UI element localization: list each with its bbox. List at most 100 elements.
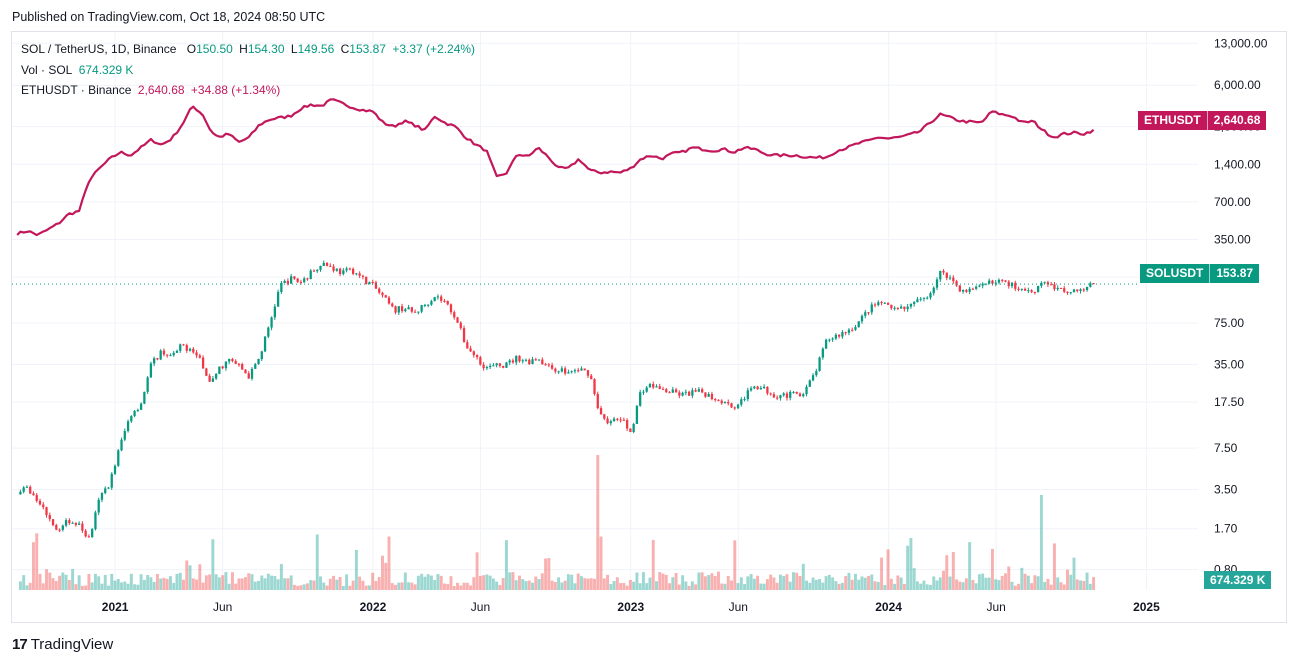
sol-candle-body: [143, 391, 146, 404]
sol-candle-body: [195, 352, 198, 356]
volume-bar: [596, 455, 600, 590]
x-tick-label: Jun: [471, 600, 490, 614]
sol-candle-body: [172, 352, 175, 356]
sol-candle-body: [710, 393, 714, 400]
sol-candle-body: [521, 360, 524, 362]
x-tick-label: 2022: [360, 600, 387, 614]
sol-candle-body: [557, 371, 560, 373]
sol-candle-body: [420, 305, 423, 312]
volume-bar: [948, 576, 952, 590]
volume-bar: [818, 578, 822, 590]
sol-candle-body: [312, 270, 316, 272]
volume-bar: [120, 582, 124, 590]
volume-bar: [341, 585, 345, 590]
volume-bar: [149, 577, 153, 590]
sol-candle-body: [616, 418, 619, 420]
sol-candle-body: [890, 304, 893, 309]
volume-bar: [508, 572, 512, 590]
sol-candle-body: [684, 391, 687, 393]
sol-candle-body: [733, 407, 736, 409]
sol-candle-body: [857, 321, 860, 328]
volume-bar: [136, 584, 140, 590]
sol-candle-body: [198, 355, 201, 358]
volume-bar: [1082, 581, 1086, 590]
sol-candle-body: [550, 365, 554, 369]
sol-candle-body: [694, 390, 697, 392]
volume-bar: [576, 573, 580, 590]
volume-bar: [129, 573, 133, 590]
eth-badge-symbol: ETHUSDT: [1144, 113, 1201, 127]
sol-candle-body: [792, 391, 795, 393]
sol-candle-body: [45, 507, 48, 516]
volume-bar: [805, 580, 809, 590]
volume-bar: [475, 552, 479, 590]
sol-candle-body: [348, 268, 352, 270]
volume-bar: [113, 580, 117, 590]
sol-candle-body: [338, 268, 342, 275]
volume-bar: [524, 581, 528, 590]
sol-price-badge: SOLUSDT 153.87: [1140, 264, 1260, 283]
sol-candle-body: [948, 277, 952, 279]
eth-legend[interactable]: ETHUSDT · Binance 2,640.68 +34.88 (+1.34…: [21, 83, 283, 97]
sol-candle-body: [681, 392, 684, 396]
time-axis: 2021 Jun 2022 Jun 2023 Jun 2024 Jun 2025: [102, 600, 1160, 614]
volume-bar: [925, 584, 929, 590]
sol-candle-body: [440, 296, 443, 301]
volume-bar: [397, 582, 401, 590]
sol-candle-body: [727, 401, 730, 404]
sol-candle-body: [237, 363, 241, 365]
volume-bar: [58, 575, 62, 590]
volume-bar: [240, 578, 244, 590]
tradingview-brand[interactable]: 17 TradingView: [12, 636, 113, 653]
sol-candle-body: [691, 390, 694, 396]
y-tick-label: 6,000.00: [1214, 78, 1261, 92]
sol-candle-body: [625, 420, 629, 429]
volume-bar: [322, 582, 326, 590]
y-tick-label: 13,000.00: [1214, 36, 1268, 50]
eth-price-badge: ETHUSDT 2,640.68: [1138, 111, 1267, 130]
volume-legend-name: Vol · SOL: [21, 63, 73, 77]
chart-frame[interactable]: [11, 31, 1287, 623]
volume-bar: [857, 579, 861, 590]
volume-bar: [1017, 583, 1021, 590]
sol-candle-body: [854, 327, 857, 330]
sol-candle-body: [130, 416, 133, 422]
sol-candle-body: [674, 389, 678, 393]
sol-candle-body: [570, 371, 573, 373]
volume-bar: [994, 579, 998, 590]
sol-candle-body: [133, 410, 136, 417]
volume-bar: [606, 574, 610, 590]
volume-bar: [955, 579, 959, 590]
volume-bar: [827, 574, 831, 590]
volume-bar: [550, 580, 554, 590]
sol-candle-body: [179, 344, 182, 351]
volume-bar: [710, 573, 714, 590]
volume-bar: [772, 577, 776, 590]
volume-bar: [531, 582, 535, 590]
sol-candle-body: [779, 395, 782, 399]
volume-bar: [958, 581, 962, 590]
volume-bar: [446, 584, 450, 590]
sol-candle-body: [873, 304, 877, 306]
sol-candle-body: [417, 311, 420, 313]
sol-candle-body: [916, 299, 919, 303]
volume-bar: [472, 577, 476, 590]
volume-bar: [749, 574, 753, 590]
volume-bar: [893, 583, 897, 590]
volume-bar: [103, 574, 107, 590]
sol-candle-body: [1040, 282, 1043, 286]
volume-bar: [870, 574, 874, 590]
volume-bar: [234, 583, 238, 590]
sol-candle-body: [723, 401, 727, 404]
volume-bar: [1030, 583, 1034, 590]
sol-candle-body: [1046, 282, 1050, 285]
sol-candle-body: [205, 368, 208, 376]
sol-candle-body: [351, 268, 355, 274]
sol-legend[interactable]: SOL / TetherUS, 1D, Binance O150.50 H154…: [21, 42, 478, 56]
volume-bar: [146, 575, 150, 590]
sol-candle-body: [283, 280, 286, 283]
volume-legend[interactable]: Vol · SOL 674.329 K: [21, 63, 136, 77]
published-caption: Published on TradingView.com, Oct 18, 20…: [12, 10, 326, 24]
volume-bar: [394, 584, 398, 590]
